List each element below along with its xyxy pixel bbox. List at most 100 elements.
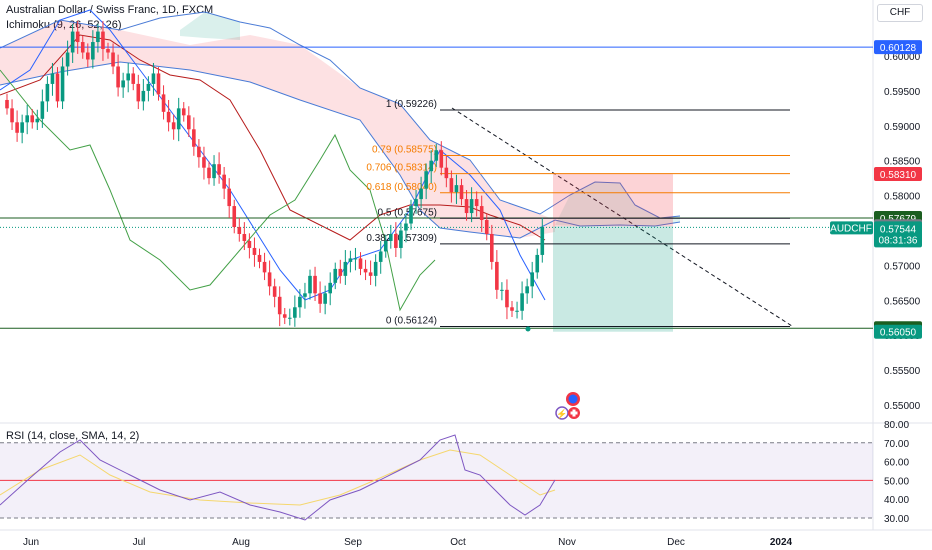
price-tag-label: 0.60128 <box>880 43 917 54</box>
candle-body <box>262 261 267 273</box>
candle-body <box>414 199 418 207</box>
australia-flag-inner <box>568 394 578 404</box>
candle-body <box>510 307 514 311</box>
currency-button[interactable]: CHF <box>877 4 923 22</box>
candle-body <box>409 206 413 224</box>
candle-body <box>247 240 252 248</box>
candle-body <box>237 227 242 234</box>
trend-line <box>451 107 793 327</box>
candle-body <box>500 289 504 291</box>
candle-body <box>454 185 459 193</box>
candle-body <box>20 122 24 133</box>
price-tick-label: 0.56500 <box>884 296 921 307</box>
rsi-indicator-label[interactable]: RSI (14, close, SMA, 14, 2) <box>6 430 140 442</box>
symbol-title: Australian Dollar / Swiss Franc, 1D, FXC… <box>6 4 214 16</box>
candle-body <box>308 275 312 294</box>
candle-body <box>464 199 469 214</box>
fib-level-label: 0 (0.56124) <box>386 316 437 327</box>
candle-body <box>187 115 191 130</box>
candle-body <box>146 83 151 91</box>
candle-body <box>50 73 55 84</box>
pivot-low-marker <box>525 326 531 332</box>
candle-body <box>515 310 519 312</box>
fib-level-label: 0.5 (0.57675) <box>378 207 438 218</box>
candle-body <box>161 94 166 112</box>
candle-body <box>91 42 95 60</box>
price-tick-label: 0.60000 <box>884 52 921 63</box>
candle-body <box>86 52 90 60</box>
candle-body <box>469 199 474 214</box>
symbol-tag <box>830 221 873 235</box>
candle-body <box>439 150 444 168</box>
lightning-glyph: ⚡ <box>556 408 567 420</box>
rsi-tick-label: 50.00 <box>884 476 909 487</box>
candle-body <box>348 258 353 262</box>
candle-body <box>25 115 29 123</box>
symbol-tag-label: AUDCHF <box>830 223 872 234</box>
candle-body <box>257 254 262 262</box>
candle-body <box>166 111 171 123</box>
rsi-tick-label: 60.00 <box>884 458 909 469</box>
candle-body <box>303 293 307 297</box>
candle-body <box>181 108 186 116</box>
candle-body <box>30 115 35 123</box>
candle-body <box>106 49 110 53</box>
candle-body <box>328 282 332 294</box>
position-target-zone <box>553 226 673 332</box>
candle-body <box>363 268 368 273</box>
candle-body <box>298 296 302 308</box>
candle-body <box>313 275 317 294</box>
price-tag <box>874 324 922 339</box>
time-tick-label: Oct <box>450 537 466 548</box>
price-tick-label: 0.55000 <box>884 401 921 412</box>
candle-body <box>212 164 216 179</box>
price-tick-label: 0.58500 <box>884 157 921 168</box>
candle-body <box>232 206 237 228</box>
rsi-tick-label: 70.00 <box>884 439 909 450</box>
senkou-span-a-line <box>0 11 681 219</box>
rsi-sma-line <box>0 449 556 506</box>
candle-body <box>484 220 489 234</box>
candle-body <box>419 188 423 200</box>
ichimoku-indicator-label[interactable]: Ichimoku (9, 26, 52, 26) <box>6 19 122 31</box>
candle-body <box>474 199 479 207</box>
fib-level-label: 1 (0.59226) <box>386 99 437 110</box>
candle-body <box>70 31 75 53</box>
candle-body <box>378 251 383 262</box>
price-tag-label: 0.58310 <box>880 170 917 181</box>
rsi-tick-label: 80.00 <box>884 420 909 431</box>
candle-body <box>15 122 19 133</box>
price-tick-label: 0.59500 <box>884 87 921 98</box>
candle-body <box>383 240 388 252</box>
candle-body <box>40 101 45 119</box>
ichimoku-cloud-bearish <box>0 20 555 238</box>
ichimoku-cloud-bullish <box>180 12 240 40</box>
candle-body <box>520 293 524 311</box>
candle-body <box>540 227 545 255</box>
rsi-tick-label: 30.00 <box>884 514 909 525</box>
tenkan-sen-line <box>0 9 546 301</box>
candle-body <box>373 261 378 276</box>
candle-body <box>525 286 529 294</box>
candle-body <box>267 272 272 287</box>
time-tick-label: Sep <box>344 537 362 548</box>
candle-body <box>227 188 231 207</box>
candle-body <box>35 118 40 123</box>
candle-body <box>10 108 14 123</box>
candle-body <box>323 293 327 304</box>
price-tick-label: 0.58000 <box>884 192 921 203</box>
candle-body <box>96 31 100 43</box>
last-price-value: 0.57544 <box>880 224 917 235</box>
candle-body <box>126 73 130 81</box>
candle-body <box>75 31 80 43</box>
candle-body <box>111 52 115 67</box>
price-tag-label: 0.56050 <box>880 328 917 339</box>
candle-body <box>207 167 211 179</box>
fib-level-label: 0.79 (0.58575) <box>372 144 437 155</box>
candle-body <box>449 178 454 193</box>
candle-body <box>131 73 136 84</box>
candle-body <box>192 129 196 147</box>
candle-body <box>176 108 181 130</box>
candle-body <box>399 230 403 248</box>
